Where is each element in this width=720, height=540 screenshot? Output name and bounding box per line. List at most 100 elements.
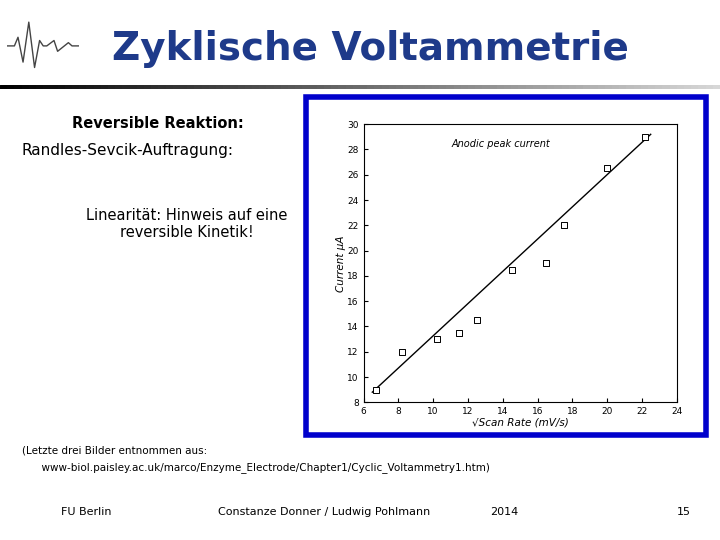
Bar — [713, 85, 720, 89]
Bar — [418, 85, 425, 89]
Bar — [353, 85, 360, 89]
Bar — [274, 85, 281, 89]
Bar — [144, 85, 151, 89]
Bar — [432, 85, 439, 89]
Bar — [526, 85, 533, 89]
Bar — [590, 85, 598, 89]
Bar — [166, 85, 173, 89]
Bar — [662, 85, 670, 89]
Text: Reversible Reaktion:: Reversible Reaktion: — [72, 116, 244, 131]
Bar — [655, 85, 662, 89]
Bar — [706, 85, 713, 89]
Bar — [403, 85, 410, 89]
Text: (Letzte drei Bilder entnommen aus:: (Letzte drei Bilder entnommen aus: — [22, 446, 207, 456]
Point — [541, 259, 552, 267]
Bar — [367, 85, 374, 89]
Bar — [86, 85, 94, 89]
Bar — [612, 85, 619, 89]
Bar — [410, 85, 418, 89]
Text: 15: 15 — [677, 507, 691, 517]
Bar — [641, 85, 648, 89]
Bar — [554, 85, 562, 89]
Point — [431, 335, 442, 343]
Bar — [562, 85, 569, 89]
Bar — [115, 85, 122, 89]
Text: Constanze Donner / Ludwig Pohlmann: Constanze Donner / Ludwig Pohlmann — [218, 507, 430, 517]
Bar — [576, 85, 583, 89]
Bar — [360, 85, 367, 89]
Bar — [194, 85, 202, 89]
Bar — [605, 85, 612, 89]
Bar — [677, 85, 684, 89]
Bar — [122, 85, 130, 89]
Text: Anodic peak current: Anodic peak current — [451, 139, 550, 150]
Bar — [396, 85, 403, 89]
Bar — [238, 85, 245, 89]
Bar — [468, 85, 475, 89]
Bar — [346, 85, 353, 89]
Text: Zyklische Voltammetrie: Zyklische Voltammetrie — [112, 30, 629, 68]
Bar — [173, 85, 180, 89]
Bar — [540, 85, 547, 89]
Bar — [382, 85, 389, 89]
Bar — [209, 85, 216, 89]
Point — [558, 221, 570, 230]
X-axis label: √Scan Rate (mV/s): √Scan Rate (mV/s) — [472, 417, 569, 428]
Text: Linearität: Hinweis auf eine
reversible Kinetik!: Linearität: Hinweis auf eine reversible … — [86, 208, 288, 240]
Text: www-biol.paisley.ac.uk/marco/Enzyme_Electrode/Chapter1/Cyclic_Voltammetry1.htm): www-biol.paisley.ac.uk/marco/Enzyme_Elec… — [22, 462, 490, 472]
Bar — [302, 85, 310, 89]
Bar — [439, 85, 446, 89]
Bar — [288, 85, 295, 89]
Text: Randles-Sevcik-Auftragung:: Randles-Sevcik-Auftragung: — [22, 143, 233, 158]
Bar — [698, 85, 706, 89]
Bar — [252, 85, 259, 89]
Bar — [446, 85, 454, 89]
Bar — [230, 85, 238, 89]
Bar — [36, 85, 43, 89]
Bar — [511, 85, 518, 89]
Bar — [29, 85, 36, 89]
Bar — [490, 85, 497, 89]
Bar — [374, 85, 382, 89]
Bar — [0, 85, 7, 89]
Bar — [50, 85, 58, 89]
Bar — [310, 85, 317, 89]
Bar — [158, 85, 166, 89]
Point — [471, 316, 482, 325]
Bar — [58, 85, 65, 89]
Point — [639, 132, 651, 141]
Bar — [130, 85, 137, 89]
Bar — [266, 85, 274, 89]
Point — [370, 386, 382, 394]
Bar — [22, 85, 29, 89]
Bar — [216, 85, 223, 89]
Bar — [65, 85, 72, 89]
Point — [396, 347, 408, 356]
Point — [505, 265, 517, 274]
Bar — [475, 85, 482, 89]
Bar — [598, 85, 605, 89]
Bar — [324, 85, 331, 89]
Bar — [626, 85, 634, 89]
Bar — [151, 85, 158, 89]
Bar — [533, 85, 540, 89]
Bar — [180, 85, 187, 89]
Bar — [569, 85, 576, 89]
Bar — [14, 85, 22, 89]
Bar — [648, 85, 655, 89]
Bar — [317, 85, 324, 89]
Bar — [482, 85, 490, 89]
Bar — [281, 85, 288, 89]
Bar — [331, 85, 338, 89]
Bar — [670, 85, 677, 89]
Point — [454, 328, 465, 337]
Bar — [72, 85, 79, 89]
Bar — [245, 85, 252, 89]
Text: 2014: 2014 — [490, 507, 518, 517]
Bar — [634, 85, 641, 89]
Bar — [137, 85, 144, 89]
Bar — [94, 85, 101, 89]
Y-axis label: Current µA: Current µA — [336, 235, 346, 292]
Bar — [101, 85, 108, 89]
Point — [601, 164, 613, 173]
